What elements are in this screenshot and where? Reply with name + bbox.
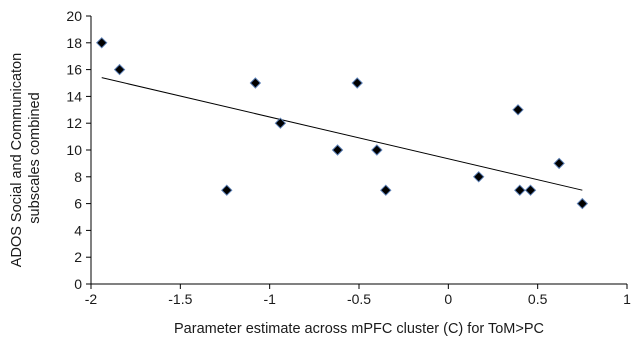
x-axis-title: Parameter estimate across mPFC cluster (… [174, 321, 544, 337]
data-point [221, 184, 233, 196]
x-tick-label: 1 [623, 291, 631, 307]
x-axis-ticks: -2 -1.5 -1 -0.5 0 0.5 1 [85, 284, 631, 307]
y-axis-title-line-1: ADOS Social and Communicaton [9, 53, 25, 267]
data-point [96, 37, 108, 49]
x-tick-label: -1.5 [168, 291, 192, 307]
data-point [274, 117, 287, 129]
data-point [553, 157, 565, 170]
trendline [101, 77, 583, 191]
trendline-group [101, 77, 583, 191]
y-tick-label: 12 [66, 115, 82, 131]
y-tick-label: 14 [66, 88, 82, 104]
data-point [524, 184, 537, 196]
x-tick-label: 0 [444, 291, 452, 307]
y-axis-title-line-2: subscales combined [27, 92, 43, 223]
axes [90, 16, 627, 285]
y-tick-label: 4 [74, 222, 82, 238]
data-point [351, 77, 363, 89]
data-point [512, 104, 524, 116]
data-point [371, 144, 383, 156]
data-point [380, 184, 392, 196]
data-point [249, 77, 262, 89]
data-point [514, 184, 526, 196]
data-point [113, 63, 126, 76]
y-tick-label: 6 [74, 196, 82, 212]
y-tick-label: 20 [66, 8, 82, 24]
y-tick-label: 8 [74, 169, 82, 185]
x-tick-label: -1 [263, 291, 276, 307]
data-point [576, 197, 589, 210]
y-tick-label: 0 [74, 276, 82, 292]
data-point [472, 171, 485, 183]
x-tick-label: -2 [85, 291, 98, 307]
data-points [96, 37, 589, 210]
y-tick-label: 10 [66, 142, 82, 158]
x-tick-label: 0.5 [528, 291, 548, 307]
data-point [331, 144, 344, 156]
x-tick-label: -0.5 [347, 291, 371, 307]
y-tick-label: 16 [66, 62, 82, 78]
y-tick-label: 2 [74, 249, 82, 265]
y-axis-title: ADOS Social and Communicaton subscales c… [9, 49, 43, 267]
y-axis-ticks: 0 2 4 6 8 10 12 14 16 18 20 [66, 8, 91, 292]
y-tick-label: 18 [66, 35, 82, 51]
